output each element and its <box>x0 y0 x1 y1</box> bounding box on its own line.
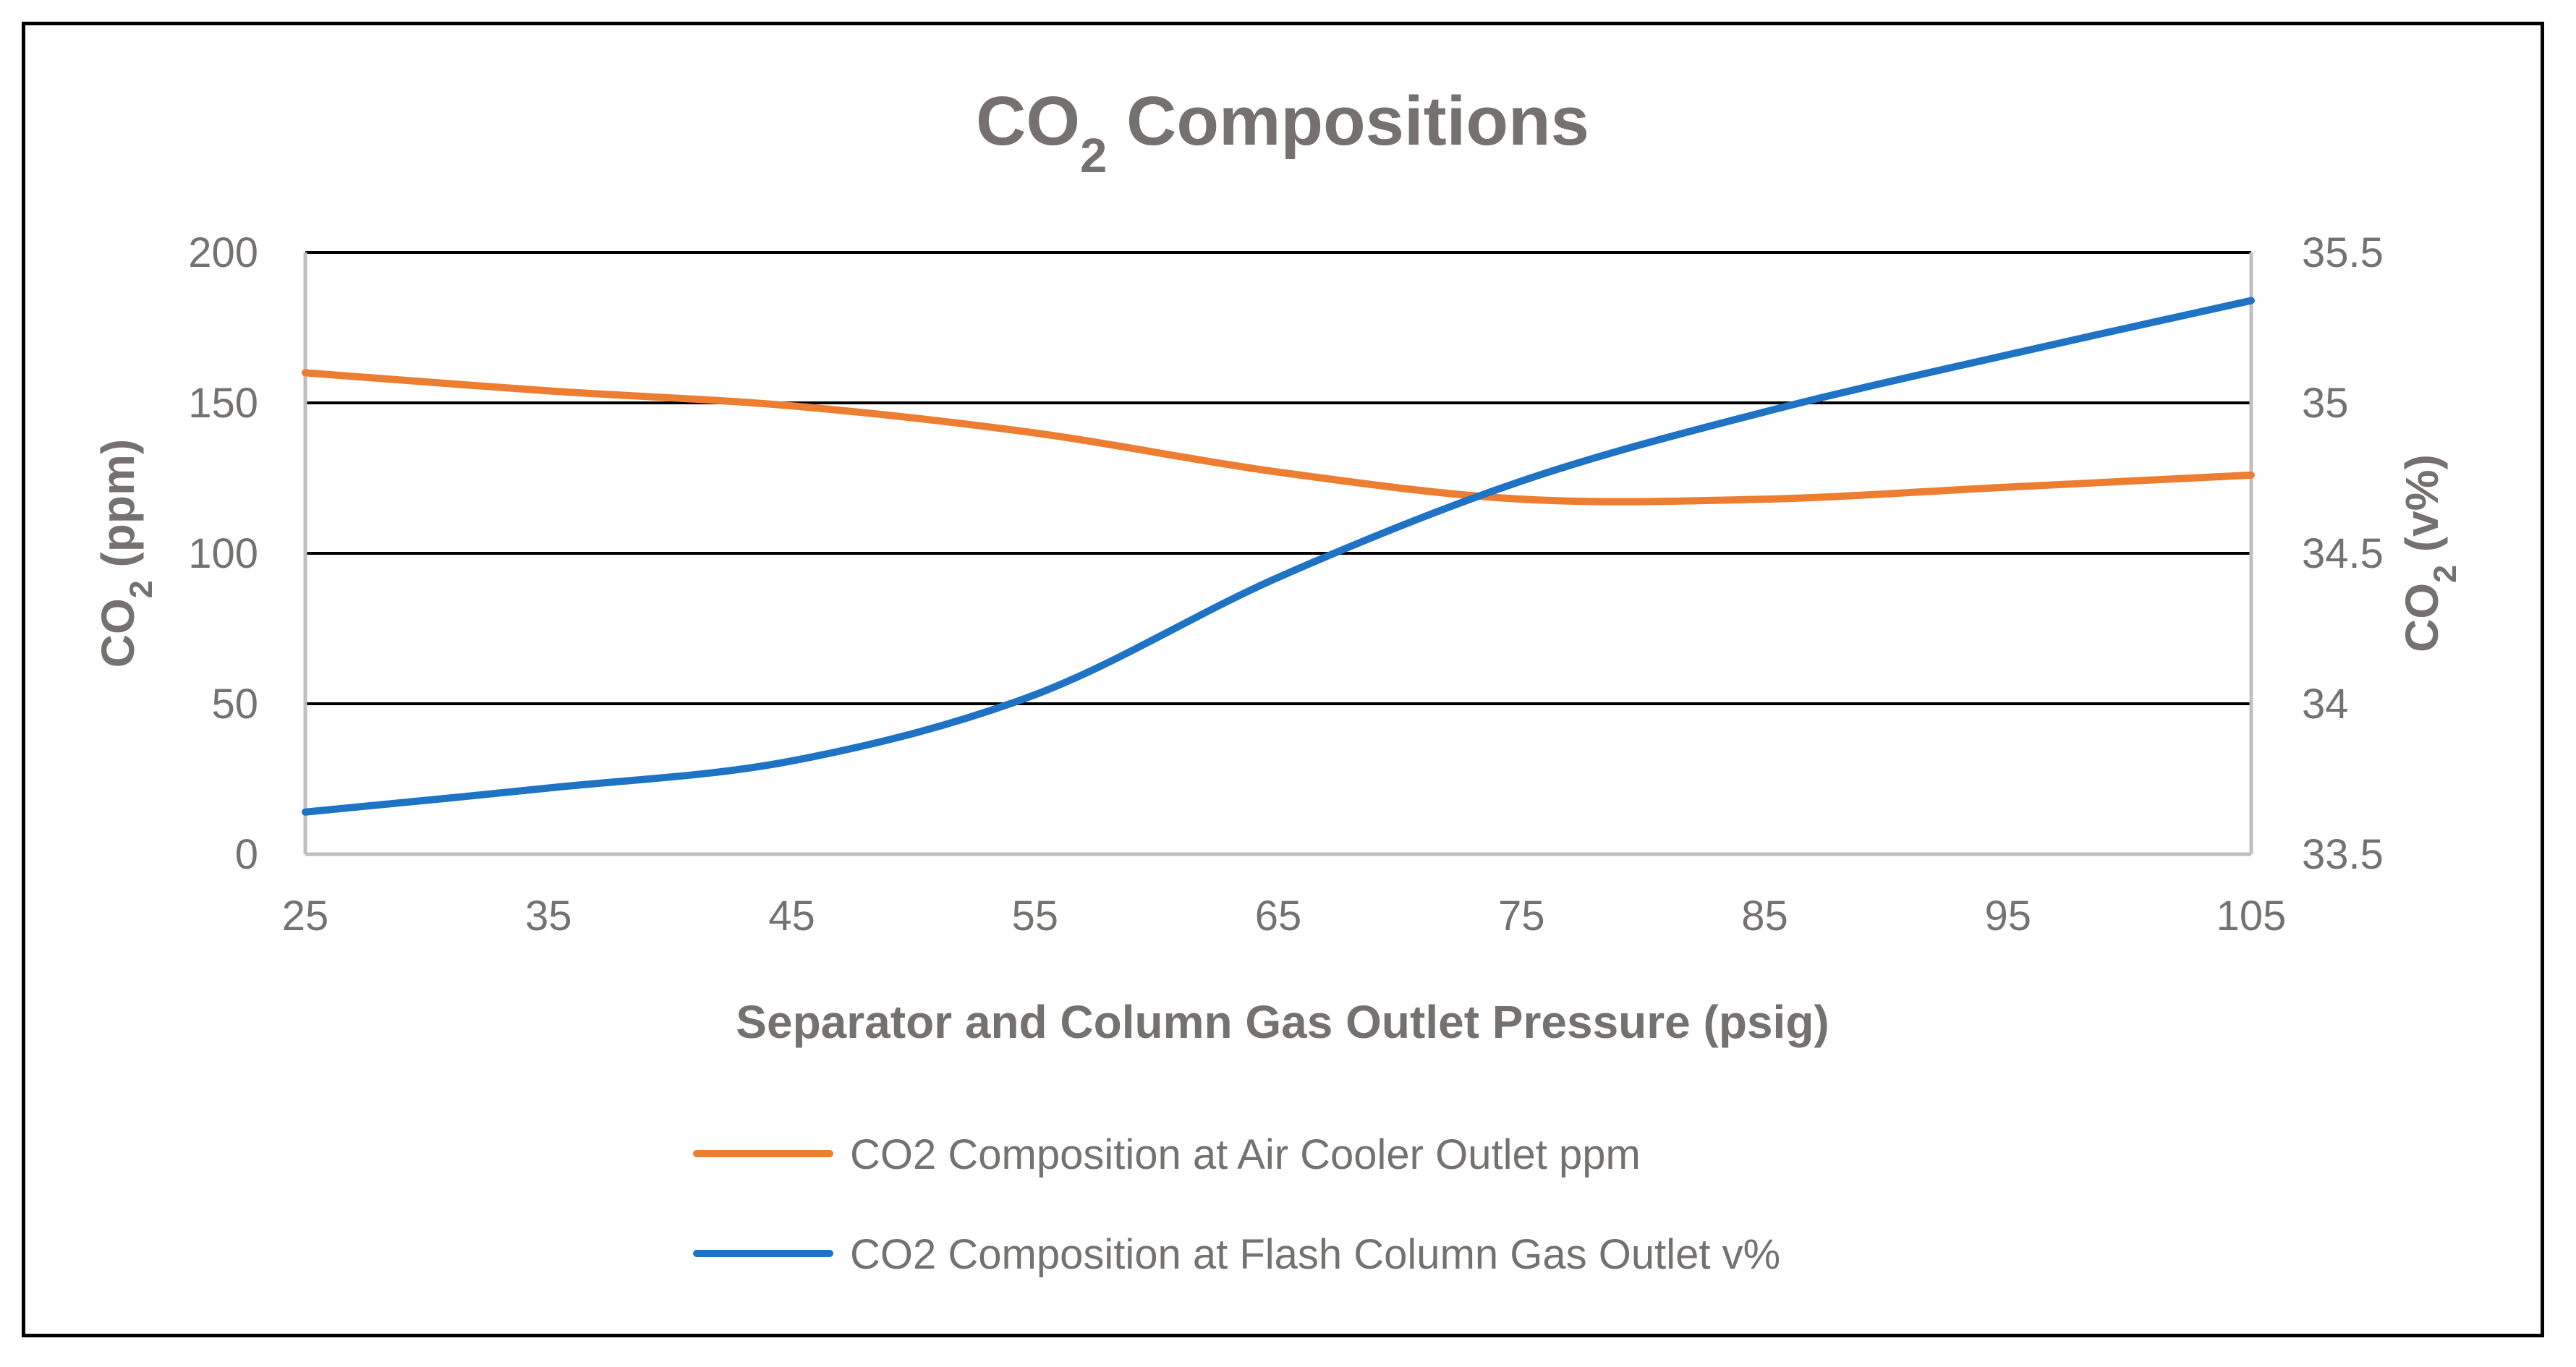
chart-svg: CO2 Compositions 25 35 45 55 65 75 85 95 1050501… <box>92 82 2463 1278</box>
axes <box>303 252 2253 856</box>
y-right-tick-label: 33.5 <box>2302 831 2384 878</box>
y-axis-left-title: CO2 (ppm) <box>92 439 159 668</box>
x-tick-label: 85 <box>1741 893 1788 940</box>
x-tick-label: 35 <box>525 893 572 940</box>
x-tick-label: 65 <box>1255 893 1302 940</box>
series-line-1 <box>302 369 2255 506</box>
y-axis-right-title-main: CO <box>2396 583 2448 652</box>
y-axis-left-title-subscript: 2 <box>123 580 159 598</box>
legend-label-2: CO2 Composition at Flash Column Gas Outl… <box>850 1231 1780 1278</box>
chart-title-text-subscript: 2 <box>1080 129 1107 183</box>
y-right-tick-label: 34 <box>2302 681 2349 728</box>
y-left-tick-label: 50 <box>211 681 258 728</box>
y-right-tick-label: 35.5 <box>2302 229 2384 276</box>
y-axis-right-title: CO2 (v%) <box>2396 454 2463 652</box>
series-lines <box>302 297 2255 816</box>
y-axis-left-title-rest: (ppm) <box>92 439 144 581</box>
gridlines <box>305 251 2251 705</box>
x-tick-label: 75 <box>1498 893 1545 940</box>
y-axis-right-title-rest: (v%) <box>2396 454 2448 565</box>
chart-title: CO2 Compositions <box>976 82 1589 183</box>
x-tick-label: 25 <box>282 893 329 940</box>
series-line-2 <box>302 297 2255 816</box>
axis-titles: Separator and Column Gas Outlet Pressure… <box>92 439 2463 1048</box>
x-tick-label: 45 <box>768 893 815 940</box>
y-left-tick-label: 0 <box>235 831 258 878</box>
y-right-tick-label: 35 <box>2302 380 2349 427</box>
y-left-tick-label: 200 <box>188 229 258 276</box>
y-right-tick-label: 34.5 <box>2302 530 2384 577</box>
x-axis-title: Separator and Column Gas Outlet Pressure… <box>736 996 1829 1048</box>
y-left-tick-label: 150 <box>188 380 258 427</box>
tick-labels: 25 35 45 55 65 75 85 95 105 0 50 100 150 200 33.5 34 34.… <box>188 229 2384 940</box>
chart-title-text-main: CO <box>976 82 1080 160</box>
legend: CO2 Composition at Air Cooler Outlet ppm… <box>693 1131 1780 1278</box>
chart-title-text: CO2 Compositions <box>976 82 1589 183</box>
y-axis-right-title-subscript: 2 <box>2427 565 2463 583</box>
legend-label-1: CO2 Composition at Air Cooler Outlet ppm <box>850 1131 1641 1178</box>
x-tick-label: 105 <box>2216 893 2287 940</box>
y-left-tick-label: 100 <box>188 530 258 577</box>
x-tick-label: 55 <box>1011 893 1058 940</box>
y-axis-left-title-main: CO <box>92 598 144 668</box>
chart-title-text-rest: Compositions <box>1107 82 1589 160</box>
chart-frame: CO2 Compositions 25 35 45 55 65 75 85 95 105 0 50 1… <box>22 22 2544 1337</box>
x-tick-label: 95 <box>1984 893 2031 940</box>
